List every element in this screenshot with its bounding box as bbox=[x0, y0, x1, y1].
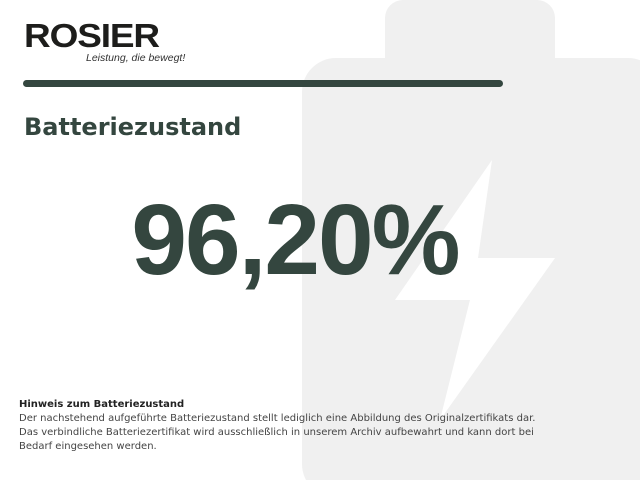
page-title: Batteriezustand bbox=[24, 113, 242, 141]
note-heading: Hinweis zum Batteriezustand bbox=[19, 399, 185, 410]
note: Hinweis zum Batteriezustand Der nachsteh… bbox=[19, 398, 579, 454]
note-line: Der nachstehend aufgeführte Batteriezust… bbox=[19, 413, 536, 424]
divider bbox=[23, 80, 503, 87]
note-line: Bedarf eingesehen werden. bbox=[19, 441, 157, 452]
note-line: Das verbindliche Batteriezertifikat wird… bbox=[19, 427, 534, 438]
battery-health-value: 96,20% bbox=[131, 184, 460, 296]
logo: ROSIER bbox=[24, 17, 160, 54]
logo-tagline: Leistung, die bewegt! bbox=[86, 52, 186, 64]
